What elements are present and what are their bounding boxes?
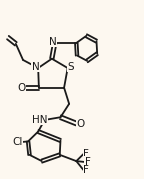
Text: F: F [84, 149, 89, 159]
Text: N: N [49, 37, 57, 47]
Text: HN: HN [32, 115, 48, 125]
Text: O: O [17, 83, 25, 93]
Text: N: N [32, 62, 40, 72]
Text: Cl: Cl [12, 137, 22, 147]
Text: O: O [76, 119, 85, 129]
Text: F: F [84, 165, 89, 175]
Text: S: S [68, 62, 74, 72]
Text: F: F [85, 157, 91, 167]
